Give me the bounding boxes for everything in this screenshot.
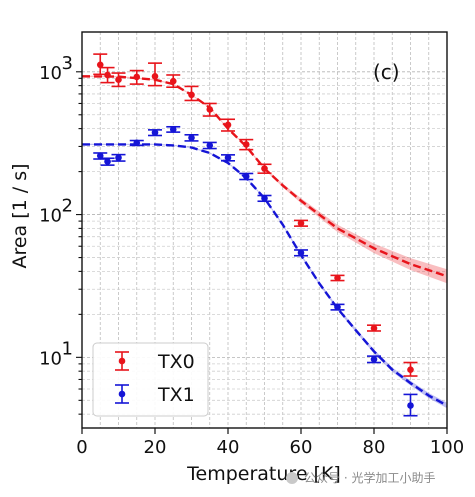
y-tick-label: 10 — [39, 348, 62, 369]
x-tick-label: 0 — [76, 437, 87, 458]
legend-entry-tx1: TX1 — [115, 384, 195, 406]
data-marker — [188, 134, 195, 142]
x-tick-label: 80 — [363, 437, 386, 458]
data-marker — [169, 126, 177, 133]
data-point-tx0 — [129, 69, 144, 85]
data-point-tx0 — [294, 219, 308, 227]
plot-frame — [81, 31, 448, 429]
data-marker — [133, 73, 141, 81]
data-point-tx1 — [330, 303, 345, 311]
data-point-tx1 — [111, 153, 126, 162]
fit-band-tx0 — [82, 75, 447, 284]
data-marker — [188, 91, 195, 99]
data-point-tx1 — [100, 157, 115, 166]
watermark: 公众号 · 光学加工小助手 — [286, 470, 435, 485]
x-tick-label: 20 — [144, 437, 167, 458]
data-marker — [261, 195, 268, 202]
fit-curve-tx1 — [82, 143, 448, 407]
x-tick-label: 100 — [430, 437, 464, 458]
data-marker — [242, 173, 250, 180]
data-marker — [169, 77, 177, 85]
data-marker — [96, 61, 104, 69]
data-point-tx1 — [367, 355, 381, 364]
data-point-tx1 — [129, 139, 144, 147]
data-marker — [206, 142, 214, 149]
x-tick-label: 60 — [290, 437, 313, 458]
y-tick-exponent: 2 — [62, 196, 73, 217]
data-point-tx1 — [403, 393, 418, 417]
y-tick-exponent: 3 — [62, 53, 73, 74]
watermark-text: 公众号 · 光学加工小助手 — [304, 470, 435, 485]
legend-label: TX1 — [157, 384, 195, 406]
data-point-tx0 — [202, 102, 217, 117]
data-marker — [104, 158, 111, 165]
data-marker — [224, 121, 232, 129]
data-point-tx0 — [148, 62, 162, 87]
data-points — [93, 53, 418, 417]
data-marker — [206, 106, 214, 113]
data-marker — [407, 366, 414, 373]
legend-marker — [118, 390, 126, 398]
data-point-tx1 — [221, 154, 235, 162]
data-point-tx1 — [202, 141, 217, 150]
data-marker — [297, 249, 305, 257]
data-marker — [242, 141, 250, 148]
fit-curve-tx0 — [81, 75, 448, 278]
data-point-tx0 — [166, 74, 181, 89]
data-marker — [261, 165, 268, 172]
data-marker — [151, 129, 159, 136]
x-tick-label: 40 — [217, 437, 240, 458]
data-marker — [104, 71, 111, 79]
data-marker — [334, 303, 341, 311]
data-marker — [115, 76, 122, 84]
fit-curves — [81, 75, 448, 407]
y-tick-label: 10 — [39, 63, 62, 84]
data-marker — [133, 139, 141, 147]
data-point-tx1 — [239, 172, 254, 181]
data-point-tx1 — [148, 129, 162, 137]
data-point-tx0 — [239, 138, 254, 151]
data-point-tx0 — [184, 85, 199, 102]
panel-label: (c) — [373, 60, 400, 84]
data-point-tx0 — [403, 361, 418, 377]
data-point-tx0 — [330, 274, 345, 282]
data-marker — [370, 324, 378, 332]
data-point-tx0 — [221, 118, 235, 132]
y-axis-label: Area [1 / s] — [9, 163, 31, 268]
data-point-tx0 — [111, 72, 126, 88]
y-tick-label: 10 — [39, 206, 62, 227]
legend: TX0 TX1 — [92, 342, 209, 417]
data-point-tx1 — [184, 134, 199, 142]
data-marker — [115, 154, 122, 162]
data-marker — [96, 152, 104, 160]
data-point-tx0 — [367, 324, 381, 332]
watermark-logo-icon — [286, 472, 298, 484]
x-axis-label: Temperature [K] — [186, 463, 341, 485]
data-marker — [407, 402, 414, 409]
data-marker — [297, 219, 305, 227]
data-point-tx1 — [166, 125, 181, 133]
legend-entry-tx0: TX0 — [115, 351, 195, 373]
data-marker — [370, 355, 378, 363]
legend-label: TX0 — [157, 351, 195, 373]
data-marker — [151, 72, 159, 80]
y-tick-exponent: 1 — [62, 338, 73, 359]
data-point-tx0 — [100, 66, 115, 84]
data-point-tx0 — [257, 163, 272, 174]
data-marker — [224, 154, 232, 162]
data-marker — [334, 274, 341, 282]
data-point-tx1 — [294, 249, 308, 257]
legend-marker — [118, 357, 126, 365]
data-point-tx1 — [257, 194, 272, 203]
